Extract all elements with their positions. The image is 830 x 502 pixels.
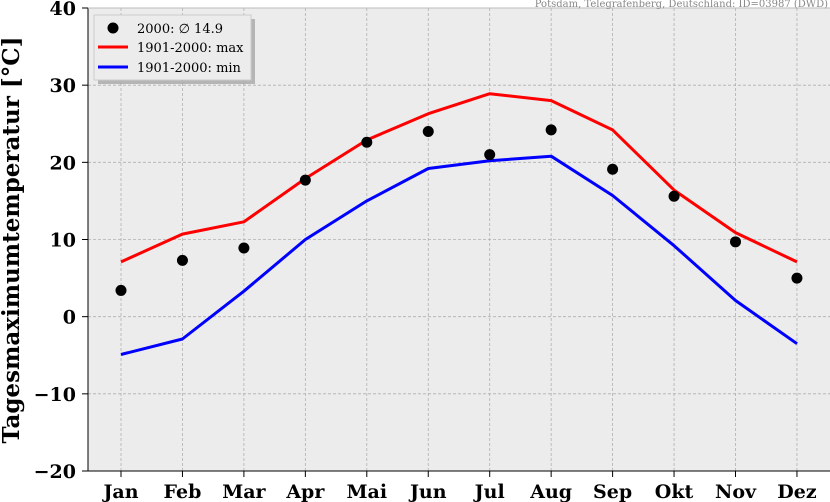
- y-ticks: −20 −10 0 10 20 30 40: [34, 0, 76, 483]
- series-lines: [120, 92, 798, 356]
- tick-label-x: Dez: [777, 481, 817, 502]
- data-point: [361, 136, 373, 148]
- data-point: [730, 236, 741, 248]
- series-line-min: [120, 154, 798, 356]
- data-point: [238, 242, 250, 254]
- data-point: [115, 284, 127, 296]
- tick-label-x: Sep: [593, 481, 632, 502]
- source-note: Potsdam, Telegrafenberg, Deutschland: ID…: [535, 0, 828, 10]
- data-point: [607, 163, 619, 175]
- tick-label-x: Nov: [715, 481, 757, 502]
- legend-label-points: 2000: ∅ 14.9: [137, 22, 223, 37]
- tick-label-x: Mar: [222, 481, 266, 502]
- legend: 2000: ∅ 14.9 1901-2000: max 1901-2000: m…: [93, 14, 255, 84]
- legend-label-min: 1901-2000: min: [137, 61, 242, 76]
- tick-label-x: Okt: [655, 481, 694, 502]
- legend-marker-points: [107, 22, 119, 34]
- tick-label-y: 10: [50, 230, 76, 252]
- data-point: [484, 149, 496, 161]
- tick-label-y: 40: [50, 0, 76, 20]
- tick-label-y: 20: [50, 152, 76, 174]
- legend-label-max: 1901-2000: max: [137, 41, 244, 56]
- tick-label-y: 30: [50, 75, 76, 97]
- axes: [82, 7, 830, 477]
- data-point: [299, 174, 311, 186]
- tick-label-x: Jul: [473, 481, 505, 502]
- series-points: [115, 124, 803, 296]
- tick-label-y: −20: [34, 461, 76, 483]
- tick-label-x: Jun: [408, 481, 447, 502]
- data-point: [545, 124, 557, 136]
- data-point: [176, 254, 188, 266]
- tick-label-y: 0: [63, 307, 76, 329]
- data-point: [422, 125, 434, 137]
- tick-label-x: Aug: [529, 481, 572, 502]
- y-axis-label: Tagesmaximumtemperatur [°C]: [0, 37, 25, 444]
- x-ticks: Jan Feb Mar Apr Mai Jun Jul Aug Sep Okt Nov Dez: [101, 481, 816, 502]
- series-line-max: [120, 92, 798, 264]
- tick-label-x: Mai: [347, 481, 388, 502]
- data-point: [791, 272, 803, 284]
- tick-label-x: Apr: [285, 481, 325, 502]
- tick-label-y: −10: [34, 384, 76, 406]
- data-point: [668, 190, 680, 202]
- tick-label-x: Feb: [164, 481, 202, 502]
- tick-label-x: Jan: [101, 481, 138, 502]
